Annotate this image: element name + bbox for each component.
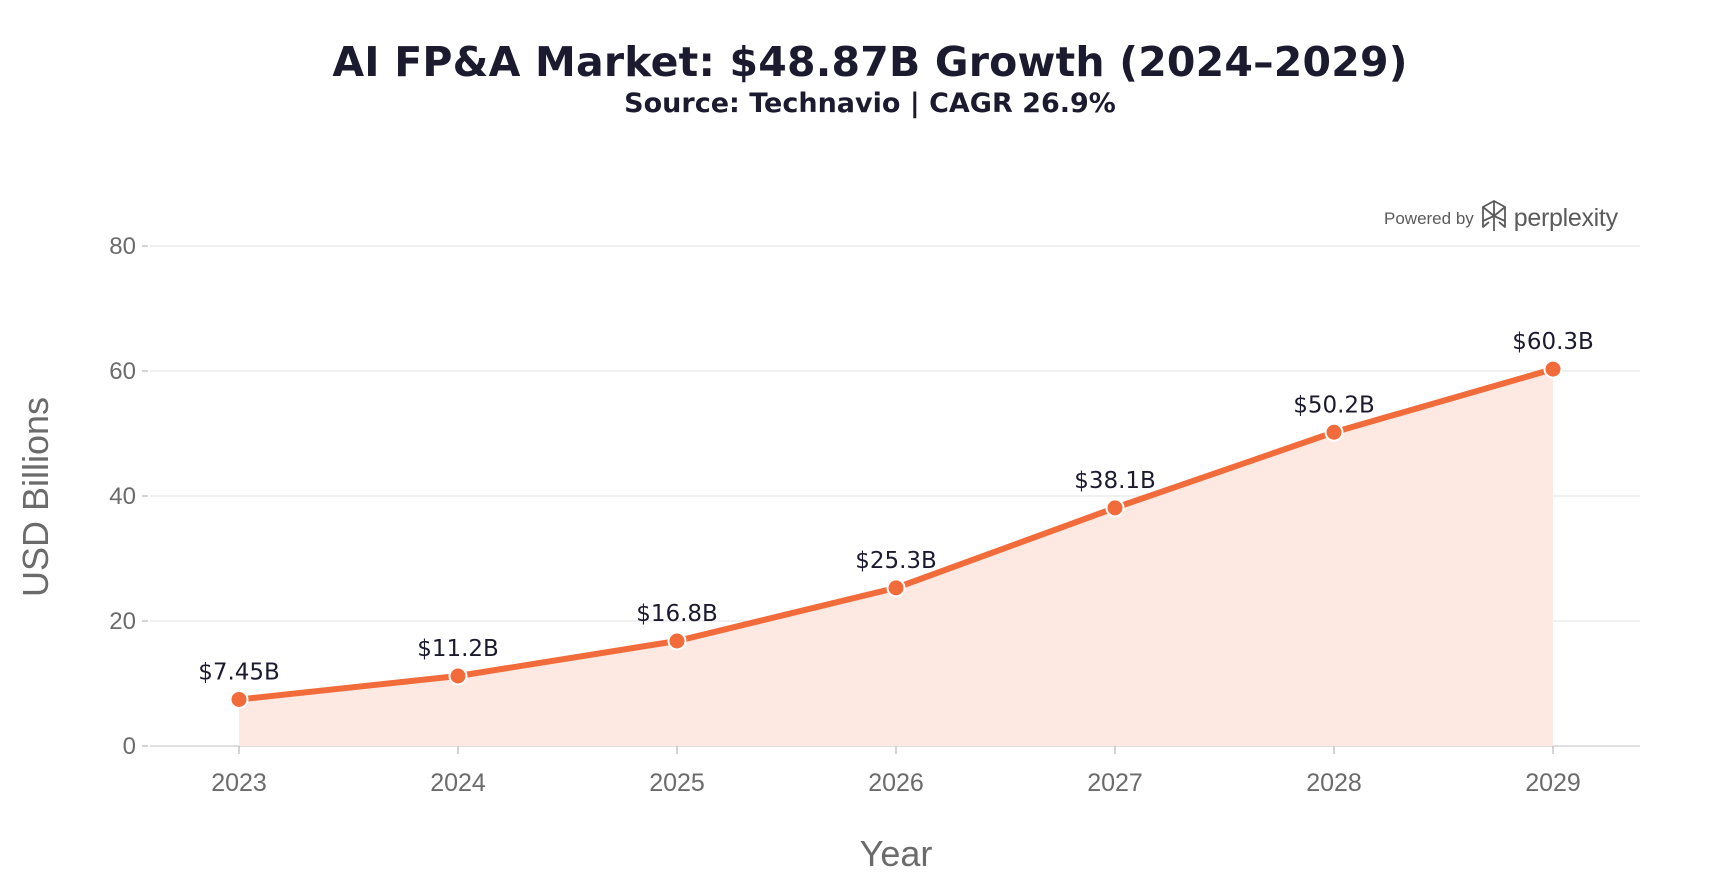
y-tick-label-80: 80 bbox=[109, 233, 136, 260]
data-point-2027 bbox=[1105, 498, 1125, 518]
data-label-2025: $16.8B bbox=[636, 601, 718, 627]
data-point-2024 bbox=[448, 666, 468, 686]
x-tick-label-2023: 2023 bbox=[211, 769, 267, 797]
data-label-2026: $25.3B bbox=[855, 548, 937, 574]
data-point-2026 bbox=[886, 578, 906, 598]
data-label-2023: $7.45B bbox=[198, 659, 280, 685]
chart-subtitle: Source: Technavio | CAGR 26.9% bbox=[624, 88, 1116, 119]
perplexity-brand-text: perplexity bbox=[1513, 204, 1618, 232]
y-tick-label-40: 40 bbox=[109, 483, 136, 510]
y-tick-label-60: 60 bbox=[109, 358, 136, 385]
data-point-2025 bbox=[667, 631, 687, 651]
area-fills bbox=[239, 369, 1553, 746]
x-axis-label: Year bbox=[860, 833, 933, 874]
data-label-2028: $50.2B bbox=[1293, 392, 1375, 418]
data-label-2029: $60.3B bbox=[1512, 329, 1594, 355]
data-points bbox=[229, 359, 1563, 709]
data-point-2029 bbox=[1543, 359, 1563, 379]
data-label-2024: $11.2B bbox=[417, 636, 499, 662]
chart-title: AI FP&A Market: $48.87B Growth (2024–202… bbox=[332, 38, 1408, 86]
x-tick-label-2027: 2027 bbox=[1087, 769, 1143, 797]
y-tick-label-20: 20 bbox=[109, 608, 136, 635]
y-tick-label-0: 0 bbox=[123, 733, 136, 760]
powered-by-text: Powered by bbox=[1384, 208, 1474, 228]
x-tick-labels: 2023 2024 2025 2026 2027 2028 2029 bbox=[211, 769, 1581, 797]
data-point-2023 bbox=[229, 689, 249, 709]
y-axis-label: USD Billions bbox=[15, 397, 56, 597]
perplexity-logo-icon bbox=[1480, 200, 1508, 237]
x-tick-label-2025: 2025 bbox=[649, 769, 705, 797]
x-tick-label-2026: 2026 bbox=[868, 769, 924, 797]
data-point-2028 bbox=[1324, 422, 1344, 442]
powered-by-badge[interactable]: Powered by perplexity bbox=[1384, 200, 1618, 237]
x-tick-label-2024: 2024 bbox=[430, 769, 486, 797]
data-label-2027: $38.1B bbox=[1074, 468, 1156, 494]
y-tick-labels: 0 20 40 60 80 bbox=[109, 233, 136, 760]
area-fill-0 bbox=[239, 369, 1553, 746]
x-tick-label-2028: 2028 bbox=[1306, 769, 1362, 797]
data-labels: $7.45B $11.2B $16.8B $25.3B $38.1B $50.2B $60.… bbox=[198, 329, 1594, 685]
x-tick-label-2029: 2029 bbox=[1525, 769, 1581, 797]
